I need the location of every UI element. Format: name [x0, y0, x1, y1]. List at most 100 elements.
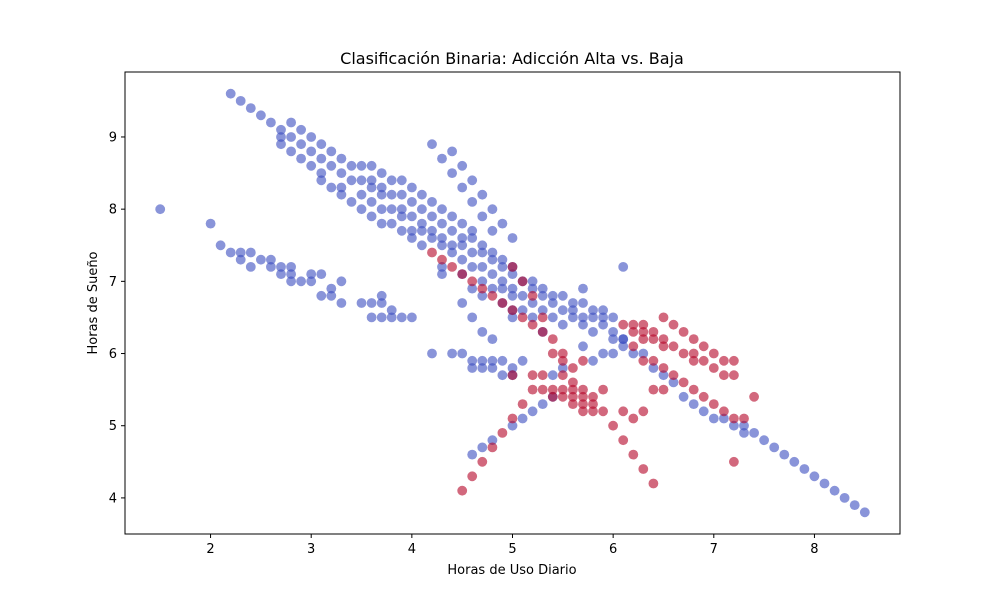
data-point-low — [396, 211, 407, 222]
data-point-high — [527, 319, 538, 330]
data-point-low — [678, 391, 689, 402]
data-point-low — [336, 182, 347, 193]
data-point-low — [477, 355, 488, 366]
data-point-low — [417, 204, 427, 215]
data-point-low — [276, 124, 286, 135]
data-point-low — [789, 456, 800, 467]
data-point-low — [487, 269, 498, 279]
data-point-low — [507, 420, 518, 431]
data-point-high — [547, 384, 558, 395]
x-tick-label: 5 — [508, 542, 516, 557]
data-point-high — [668, 341, 679, 352]
data-point-low — [467, 233, 478, 243]
data-point-high — [578, 355, 588, 366]
data-point-high — [477, 456, 488, 467]
data-point-low — [366, 197, 377, 207]
data-point-low — [427, 211, 437, 222]
data-point-high — [698, 341, 709, 352]
data-point-low — [326, 290, 337, 301]
data-point-low — [245, 262, 256, 272]
data-point-high — [588, 399, 598, 409]
data-point-low — [618, 262, 629, 272]
data-point-low — [547, 312, 558, 323]
data-point-high — [708, 363, 719, 373]
data-point-low — [507, 363, 518, 373]
data-point-low — [809, 471, 820, 482]
data-point-low — [386, 189, 397, 200]
data-point-low — [648, 363, 659, 373]
data-point-high — [658, 341, 669, 352]
data-point-low — [356, 160, 367, 171]
data-point-low — [346, 160, 357, 171]
data-point-low — [537, 290, 548, 301]
data-point-low — [225, 88, 236, 99]
data-point-low — [286, 132, 296, 142]
data-point-low — [407, 182, 417, 193]
data-point-low — [427, 197, 437, 207]
data-point-low — [487, 204, 498, 215]
data-point-low — [306, 269, 317, 279]
data-point-low — [729, 420, 739, 431]
data-point-low — [628, 348, 639, 359]
data-point-low — [578, 298, 588, 308]
data-point-high — [447, 262, 457, 272]
data-point-high — [729, 413, 739, 424]
data-point-high — [517, 399, 528, 409]
data-point-high — [638, 464, 649, 474]
data-point-low — [457, 240, 468, 251]
data-point-low — [739, 428, 749, 438]
data-point-low — [286, 146, 296, 157]
y-tick-label: 7 — [109, 275, 117, 290]
data-point-low — [437, 233, 447, 243]
y-tick-label: 4 — [109, 491, 117, 506]
data-point-high — [517, 312, 528, 323]
data-point-high — [618, 435, 629, 446]
data-point-low — [376, 189, 387, 200]
data-point-low — [588, 305, 598, 316]
data-point-low — [557, 290, 568, 301]
data-point-low — [547, 298, 558, 308]
data-point-high — [678, 327, 689, 337]
chart-title: Clasificación Binaria: Adicción Alta vs.… — [340, 49, 684, 68]
data-point-high — [537, 312, 548, 323]
data-point-high — [537, 370, 548, 381]
data-point-low — [286, 276, 296, 287]
data-point-low — [376, 298, 387, 308]
data-point-low — [457, 182, 468, 193]
data-point-low — [527, 312, 538, 323]
data-point-low — [376, 182, 387, 193]
data-point-high — [628, 319, 639, 330]
data-point-low — [336, 276, 347, 287]
data-point-low — [557, 305, 568, 316]
data-point-high — [507, 370, 518, 381]
data-point-low — [588, 355, 598, 366]
data-point-low — [477, 327, 488, 337]
data-point-high — [467, 471, 478, 482]
x-tick-label: 8 — [810, 542, 818, 557]
data-point-low — [578, 319, 588, 330]
x-tick-label: 2 — [206, 542, 214, 557]
data-point-low — [507, 269, 518, 279]
data-point-low — [417, 218, 427, 229]
data-point-low — [618, 341, 629, 352]
data-point-low — [487, 283, 498, 294]
data-point-high — [527, 290, 538, 301]
data-point-low — [517, 355, 528, 366]
x-tick-label: 7 — [710, 542, 718, 557]
data-point-low — [527, 298, 538, 308]
data-point-low — [598, 319, 608, 330]
data-point-low — [477, 290, 488, 301]
data-point-low — [306, 146, 317, 157]
data-point-low — [457, 160, 468, 171]
data-point-low — [316, 290, 327, 301]
data-point-low — [467, 175, 478, 186]
data-point-high — [537, 327, 548, 337]
data-point-high — [628, 327, 639, 337]
data-point-high — [557, 391, 568, 402]
data-point-low — [276, 262, 286, 272]
data-point-low — [427, 225, 437, 236]
data-point-high — [628, 341, 639, 352]
data-point-low — [588, 327, 598, 337]
